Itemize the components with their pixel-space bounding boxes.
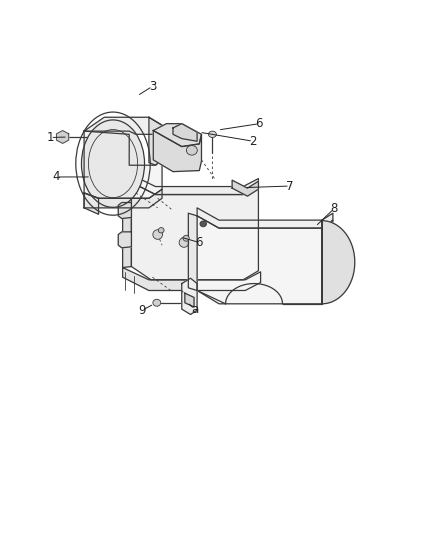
Polygon shape [153,124,201,147]
Polygon shape [197,216,333,304]
Text: 9: 9 [138,304,146,317]
Text: 2: 2 [249,135,257,148]
Ellipse shape [81,120,145,207]
Polygon shape [173,124,197,141]
Polygon shape [131,175,258,195]
Polygon shape [118,203,131,219]
Text: a: a [191,303,198,316]
Polygon shape [123,268,261,290]
Ellipse shape [179,238,189,247]
Polygon shape [153,131,201,172]
Text: 8: 8 [330,203,337,215]
Polygon shape [131,182,258,280]
Polygon shape [123,182,131,268]
Text: 6: 6 [255,117,263,130]
Polygon shape [188,213,197,290]
Ellipse shape [187,146,197,155]
Text: 6: 6 [195,236,203,249]
Text: 7: 7 [286,180,294,192]
Polygon shape [149,117,162,165]
Polygon shape [57,131,69,143]
Polygon shape [84,131,162,198]
Ellipse shape [158,228,164,233]
Text: 3: 3 [149,80,156,93]
Polygon shape [232,180,258,196]
Text: 4: 4 [52,171,60,183]
Polygon shape [185,293,194,307]
Text: 1: 1 [46,131,54,144]
Polygon shape [84,193,99,214]
Polygon shape [84,117,162,134]
Polygon shape [322,220,355,304]
Polygon shape [118,232,131,248]
Ellipse shape [208,131,216,138]
Polygon shape [182,278,197,314]
Ellipse shape [153,230,162,239]
Polygon shape [197,208,333,228]
Ellipse shape [200,221,207,227]
Polygon shape [84,189,162,208]
Ellipse shape [183,235,189,241]
Ellipse shape [153,300,161,306]
